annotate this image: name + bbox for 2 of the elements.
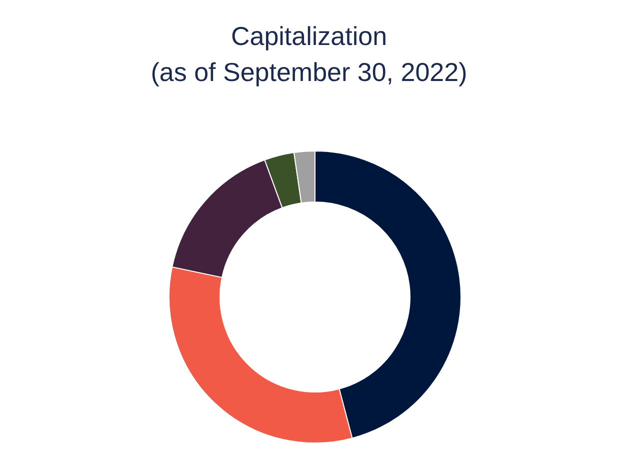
- chart-title: Capitalization: [230, 20, 388, 53]
- chart-subtitle: (as of September 30, 2022): [150, 56, 468, 89]
